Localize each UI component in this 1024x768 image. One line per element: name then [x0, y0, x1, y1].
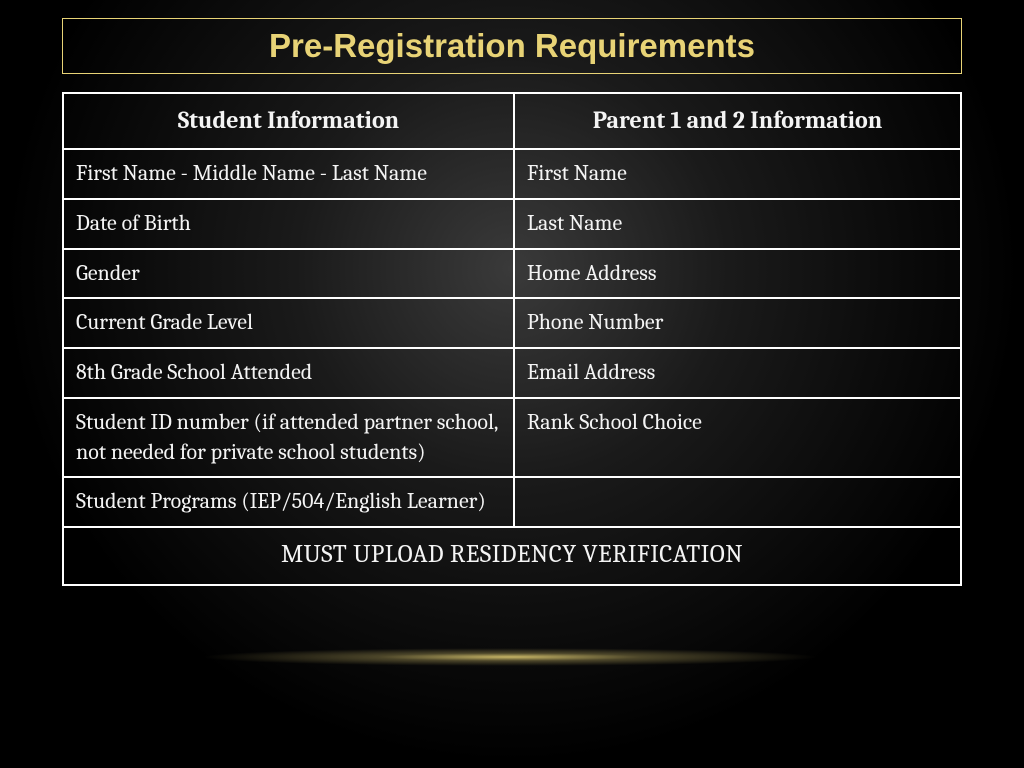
table-footer-row: MUST UPLOAD RESIDENCY VERIFICATION: [63, 527, 961, 585]
table-row: Gender Home Address: [63, 249, 961, 299]
cell-parent: First Name: [514, 149, 961, 199]
cell-student: 8th Grade School Attended: [63, 348, 514, 398]
table-row: Current Grade Level Phone Number: [63, 298, 961, 348]
table-row: Date of Birth Last Name: [63, 199, 961, 249]
table-row: First Name - Middle Name - Last Name Fir…: [63, 149, 961, 199]
footer-notice: MUST UPLOAD RESIDENCY VERIFICATION: [63, 527, 961, 585]
cell-parent: Rank School Choice: [514, 398, 961, 477]
cell-parent: Home Address: [514, 249, 961, 299]
table-row: 8th Grade School Attended Email Address: [63, 348, 961, 398]
title-box: Pre-Registration Requirements: [62, 18, 962, 74]
cell-parent: Last Name: [514, 199, 961, 249]
table-row: Student Programs (IEP/504/English Learne…: [63, 477, 961, 527]
requirements-table: Student Information Parent 1 and 2 Infor…: [62, 92, 962, 586]
cell-student: Current Grade Level: [63, 298, 514, 348]
cell-parent: Email Address: [514, 348, 961, 398]
cell-student: Date of Birth: [63, 199, 514, 249]
cell-parent: Phone Number: [514, 298, 961, 348]
page-title: Pre-Registration Requirements: [269, 27, 755, 65]
glow-decoration: [200, 648, 820, 666]
header-student-info: Student Information: [63, 93, 514, 149]
table-header-row: Student Information Parent 1 and 2 Infor…: [63, 93, 961, 149]
header-parent-info: Parent 1 and 2 Information: [514, 93, 961, 149]
cell-parent: [514, 477, 961, 527]
cell-student: Student Programs (IEP/504/English Learne…: [63, 477, 514, 527]
cell-student: First Name - Middle Name - Last Name: [63, 149, 514, 199]
cell-student: Gender: [63, 249, 514, 299]
table-row: Student ID number (if attended partner s…: [63, 398, 961, 477]
cell-student: Student ID number (if attended partner s…: [63, 398, 514, 477]
